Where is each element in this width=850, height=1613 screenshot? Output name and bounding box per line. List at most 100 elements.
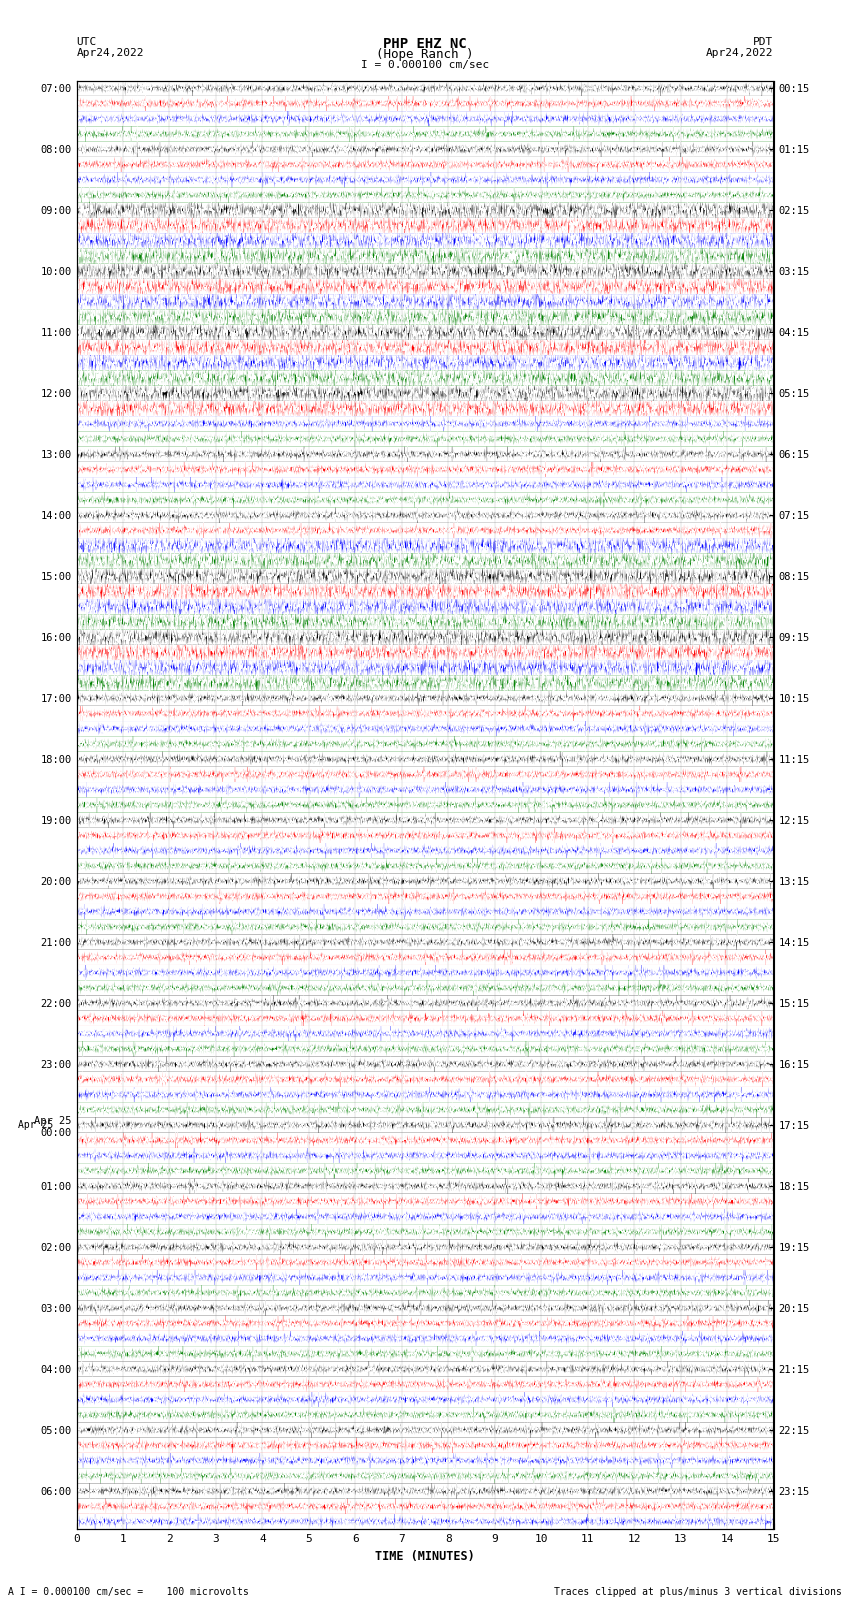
Bar [76, 324, 774, 340]
Bar [76, 874, 774, 889]
Bar [76, 782, 774, 797]
Bar [76, 477, 774, 492]
Bar [76, 981, 774, 995]
Bar [76, 402, 774, 416]
Text: PDT: PDT [753, 37, 774, 47]
Bar [76, 1515, 774, 1529]
Bar [76, 248, 774, 263]
Bar [76, 416, 774, 431]
Bar [76, 903, 774, 919]
Bar [76, 1407, 774, 1423]
Bar [76, 1011, 774, 1026]
Bar [76, 126, 774, 142]
Bar [76, 523, 774, 539]
Text: (Hope Ranch ): (Hope Ranch ) [377, 48, 473, 61]
Bar [76, 1224, 774, 1239]
Bar [76, 1331, 774, 1347]
X-axis label: TIME (MINUTES): TIME (MINUTES) [375, 1550, 475, 1563]
Bar [76, 1300, 774, 1316]
Bar [76, 1071, 774, 1087]
Bar [76, 1376, 774, 1392]
Bar [76, 645, 774, 660]
Bar [76, 598, 774, 615]
Bar [76, 858, 774, 874]
Bar [76, 1468, 774, 1484]
Bar [76, 706, 774, 721]
Bar [76, 919, 774, 934]
Bar [76, 461, 774, 477]
Bar [76, 447, 774, 461]
Bar [76, 721, 774, 736]
Bar [76, 1437, 774, 1453]
Text: UTC: UTC [76, 37, 97, 47]
Bar [76, 340, 774, 355]
Bar [76, 1194, 774, 1208]
Bar [76, 111, 774, 126]
Bar [76, 660, 774, 676]
Bar [76, 156, 774, 173]
Bar [76, 187, 774, 203]
Bar [76, 1392, 774, 1407]
Bar [76, 1498, 774, 1515]
Bar [76, 1286, 774, 1300]
Bar [76, 492, 774, 508]
Bar [76, 1087, 774, 1102]
Bar [76, 263, 774, 279]
Bar [76, 844, 774, 858]
Bar [76, 1132, 774, 1148]
Bar [76, 1255, 774, 1269]
Bar [76, 813, 774, 827]
Bar [76, 1361, 774, 1376]
Bar [76, 690, 774, 706]
Bar [76, 431, 774, 447]
Text: Traces clipped at plus/minus 3 vertical divisions: Traces clipped at plus/minus 3 vertical … [553, 1587, 842, 1597]
Bar [76, 1269, 774, 1286]
Bar [76, 294, 774, 310]
Bar [76, 1163, 774, 1179]
Bar [76, 1179, 774, 1194]
Bar [76, 1423, 774, 1437]
Bar [76, 371, 774, 386]
Bar [76, 584, 774, 598]
Bar [76, 95, 774, 111]
Bar [76, 1316, 774, 1331]
Bar [76, 797, 774, 813]
Bar [76, 386, 774, 402]
Bar [76, 1026, 774, 1042]
Bar [76, 752, 774, 766]
Bar [76, 218, 774, 234]
Bar [76, 889, 774, 903]
Bar [76, 934, 774, 950]
Bar [76, 1208, 774, 1224]
Bar [76, 539, 774, 553]
Bar [76, 676, 774, 690]
Text: A I = 0.000100 cm/sec =    100 microvolts: A I = 0.000100 cm/sec = 100 microvolts [8, 1587, 249, 1597]
Bar [76, 995, 774, 1011]
Bar [76, 1484, 774, 1498]
Bar [76, 1347, 774, 1361]
Bar [76, 965, 774, 981]
Bar [76, 1239, 774, 1255]
Bar [76, 1118, 774, 1132]
Bar [76, 173, 774, 187]
Bar [76, 355, 774, 371]
Bar [76, 1042, 774, 1057]
Text: I = 0.000100 cm/sec: I = 0.000100 cm/sec [361, 60, 489, 69]
Bar [76, 279, 774, 294]
Bar [76, 766, 774, 782]
Bar [76, 81, 774, 95]
Bar [76, 950, 774, 965]
Bar [76, 203, 774, 218]
Text: Apr24,2022: Apr24,2022 [706, 48, 774, 58]
Bar [76, 736, 774, 752]
Bar [76, 142, 774, 156]
Bar [76, 629, 774, 645]
Bar [76, 1148, 774, 1163]
Bar [76, 553, 774, 568]
Bar [76, 310, 774, 324]
Bar [76, 1102, 774, 1118]
Text: PHP EHZ NC: PHP EHZ NC [383, 37, 467, 52]
Bar [76, 827, 774, 844]
Text: Apr24,2022: Apr24,2022 [76, 48, 144, 58]
Bar [76, 1453, 774, 1468]
